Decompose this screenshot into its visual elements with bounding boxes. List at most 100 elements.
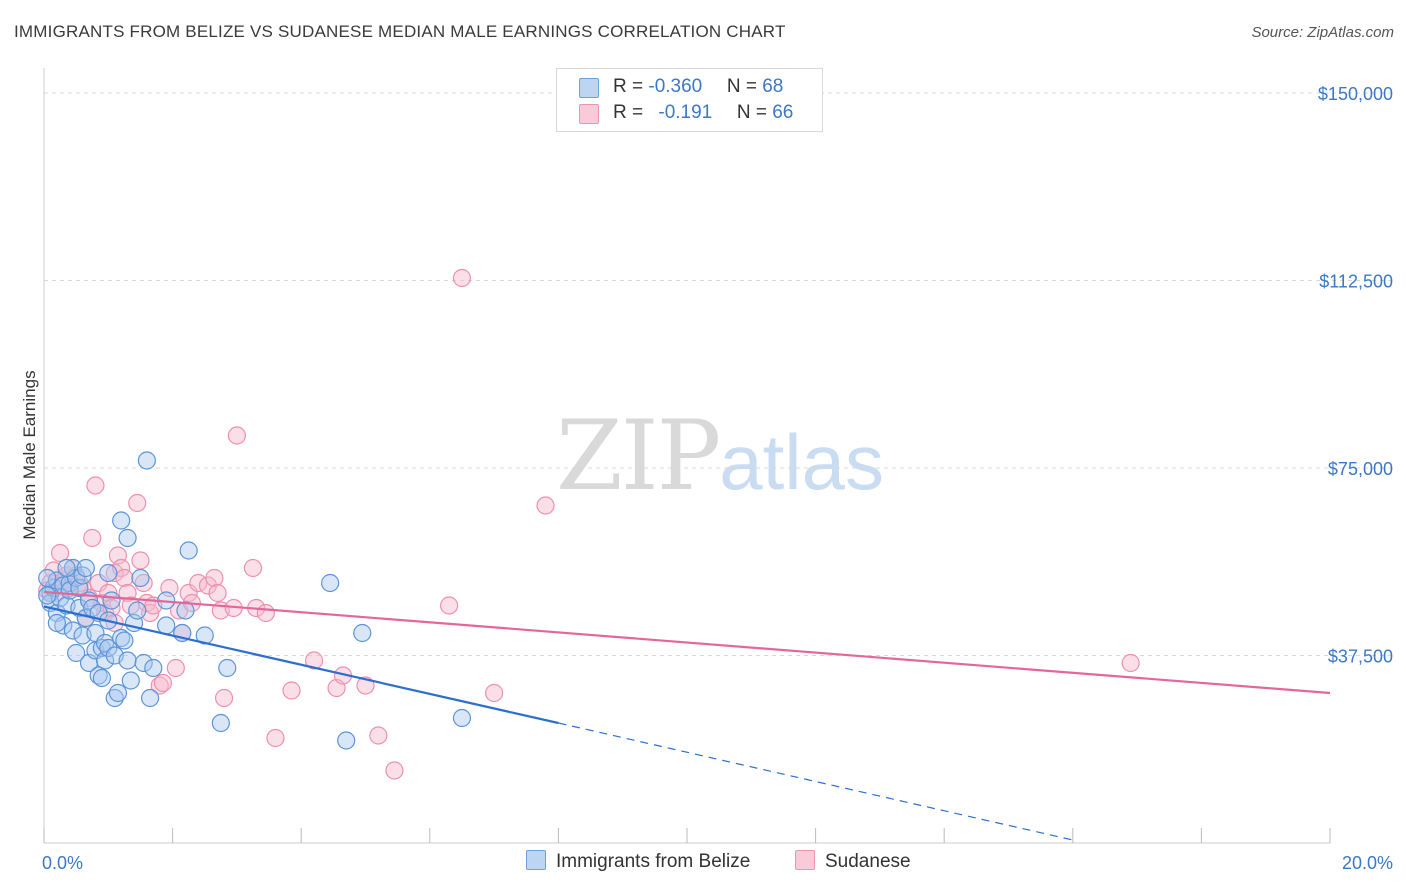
sudanese-point [166, 658, 185, 678]
sudanese-legend-label: Sudanese [825, 851, 911, 872]
belize-point [105, 688, 124, 708]
bottom-legend-belize: Immigrants from Belize [526, 850, 750, 873]
sudanese-point [50, 543, 70, 563]
belize-point [92, 668, 111, 688]
belize-point [63, 621, 83, 640]
sudanese-point [198, 576, 218, 595]
belize-point [38, 586, 57, 605]
sudanese-point [134, 573, 153, 593]
sudanese-n-label: N = [736, 102, 773, 123]
sudanese-points [38, 268, 1140, 780]
belize-point [140, 688, 160, 708]
belize-point [118, 651, 137, 670]
belize-point [57, 558, 76, 578]
correlation-legend: R = -0.360 N = 68 R = -0.191 N = 66 [556, 68, 823, 132]
y-axis-title: Median Male Earnings [20, 370, 39, 539]
y-tick-label: $112,500 [1319, 272, 1393, 292]
belize-r-label: R = [613, 76, 649, 97]
sudanese-point [536, 496, 555, 515]
belize-point [452, 708, 472, 728]
belize-point [179, 541, 198, 560]
belize-point [99, 563, 118, 583]
belize-point [118, 528, 137, 548]
belize-point [176, 601, 195, 620]
watermark: ZIPatlas [556, 400, 884, 512]
sudanese-point [208, 583, 227, 603]
sudanese-point [179, 583, 198, 603]
watermark-atlas: atlas [719, 418, 884, 506]
sudanese-point [83, 528, 102, 548]
belize-point [63, 558, 83, 578]
trend-lines [43, 590, 1331, 841]
sudanese-point [439, 596, 459, 615]
belize-trend-extension [558, 722, 1073, 841]
belize-point [102, 591, 121, 610]
source-label: Source: ZipAtlas.com [1251, 24, 1394, 41]
sudanese-point [128, 493, 147, 513]
y-tick-label: $150,000 [1318, 84, 1393, 104]
watermark-zip: ZIP [556, 400, 721, 512]
axes [43, 68, 1331, 844]
belize-point [321, 573, 340, 593]
sudanese-point [227, 426, 246, 445]
belize-point [337, 731, 356, 750]
x-tick-label: 20.0% [1342, 853, 1393, 873]
belize-point [89, 666, 108, 685]
belize-point [108, 683, 128, 703]
belize-swatch [579, 78, 599, 98]
sudanese-point [86, 476, 105, 495]
belize-legend-swatch [526, 850, 546, 870]
sudanese-n-value: 66 [772, 102, 794, 123]
belize-point [211, 713, 230, 733]
sudanese-point [115, 568, 134, 588]
sudanese-point [150, 676, 169, 695]
belize-r-value: -0.360 [648, 76, 703, 97]
belize-point [112, 511, 131, 530]
sudanese-point [89, 573, 108, 593]
sudanese-point [131, 551, 150, 570]
belize-point [121, 671, 140, 690]
belize-point [353, 623, 372, 643]
y-tick-label: $75,000 [1328, 459, 1393, 479]
sudanese-point [205, 568, 224, 588]
sudanese-point [1121, 653, 1140, 673]
belize-point [144, 658, 163, 678]
belize-point [115, 631, 134, 650]
bottom-legend-sudanese: Sudanese [795, 850, 911, 873]
sudanese-swatch [579, 104, 599, 124]
sudanese-point [485, 683, 504, 703]
belize-point [137, 451, 156, 470]
y-tick-label: $37,500 [1328, 647, 1393, 667]
belize-point [47, 613, 66, 633]
belize-point [131, 568, 150, 588]
belize-point [218, 658, 237, 678]
belize-legend-label: Immigrants from Belize [556, 851, 751, 872]
x-tick-label: 0.0% [42, 853, 83, 873]
chart-title: IMMIGRANTS FROM BELIZE VS SUDANESE MEDIA… [14, 22, 786, 41]
belize-point [38, 568, 57, 588]
belize-point [99, 638, 118, 658]
sudanese-point [256, 603, 275, 623]
belize-n-label: N = [726, 76, 763, 97]
sudanese-point [385, 761, 404, 780]
sudanese-point [214, 688, 234, 708]
sudanese-point [304, 651, 324, 670]
sudanese-r-label: R = [613, 102, 649, 123]
belize-point [76, 558, 95, 578]
sudanese-point [266, 728, 285, 748]
sudanese-trend-line [43, 590, 1331, 695]
sudanese-point [243, 558, 263, 578]
belize-point [157, 616, 176, 635]
sudanese-r-value: -0.191 [658, 102, 713, 123]
axis-labels: $37,500 $75,000 $112,500 $150,000 0.0% 20.0% [42, 84, 1393, 873]
sudanese-point [153, 673, 173, 693]
sudanese-legend-swatch [795, 850, 815, 870]
belize-trend-line [43, 605, 559, 725]
sudanese-point [282, 681, 301, 700]
belize-n-value: 68 [762, 76, 784, 97]
belize-point [128, 601, 147, 620]
belize-point [67, 643, 86, 663]
sudanese-point [452, 268, 472, 288]
belize-point [112, 628, 131, 648]
